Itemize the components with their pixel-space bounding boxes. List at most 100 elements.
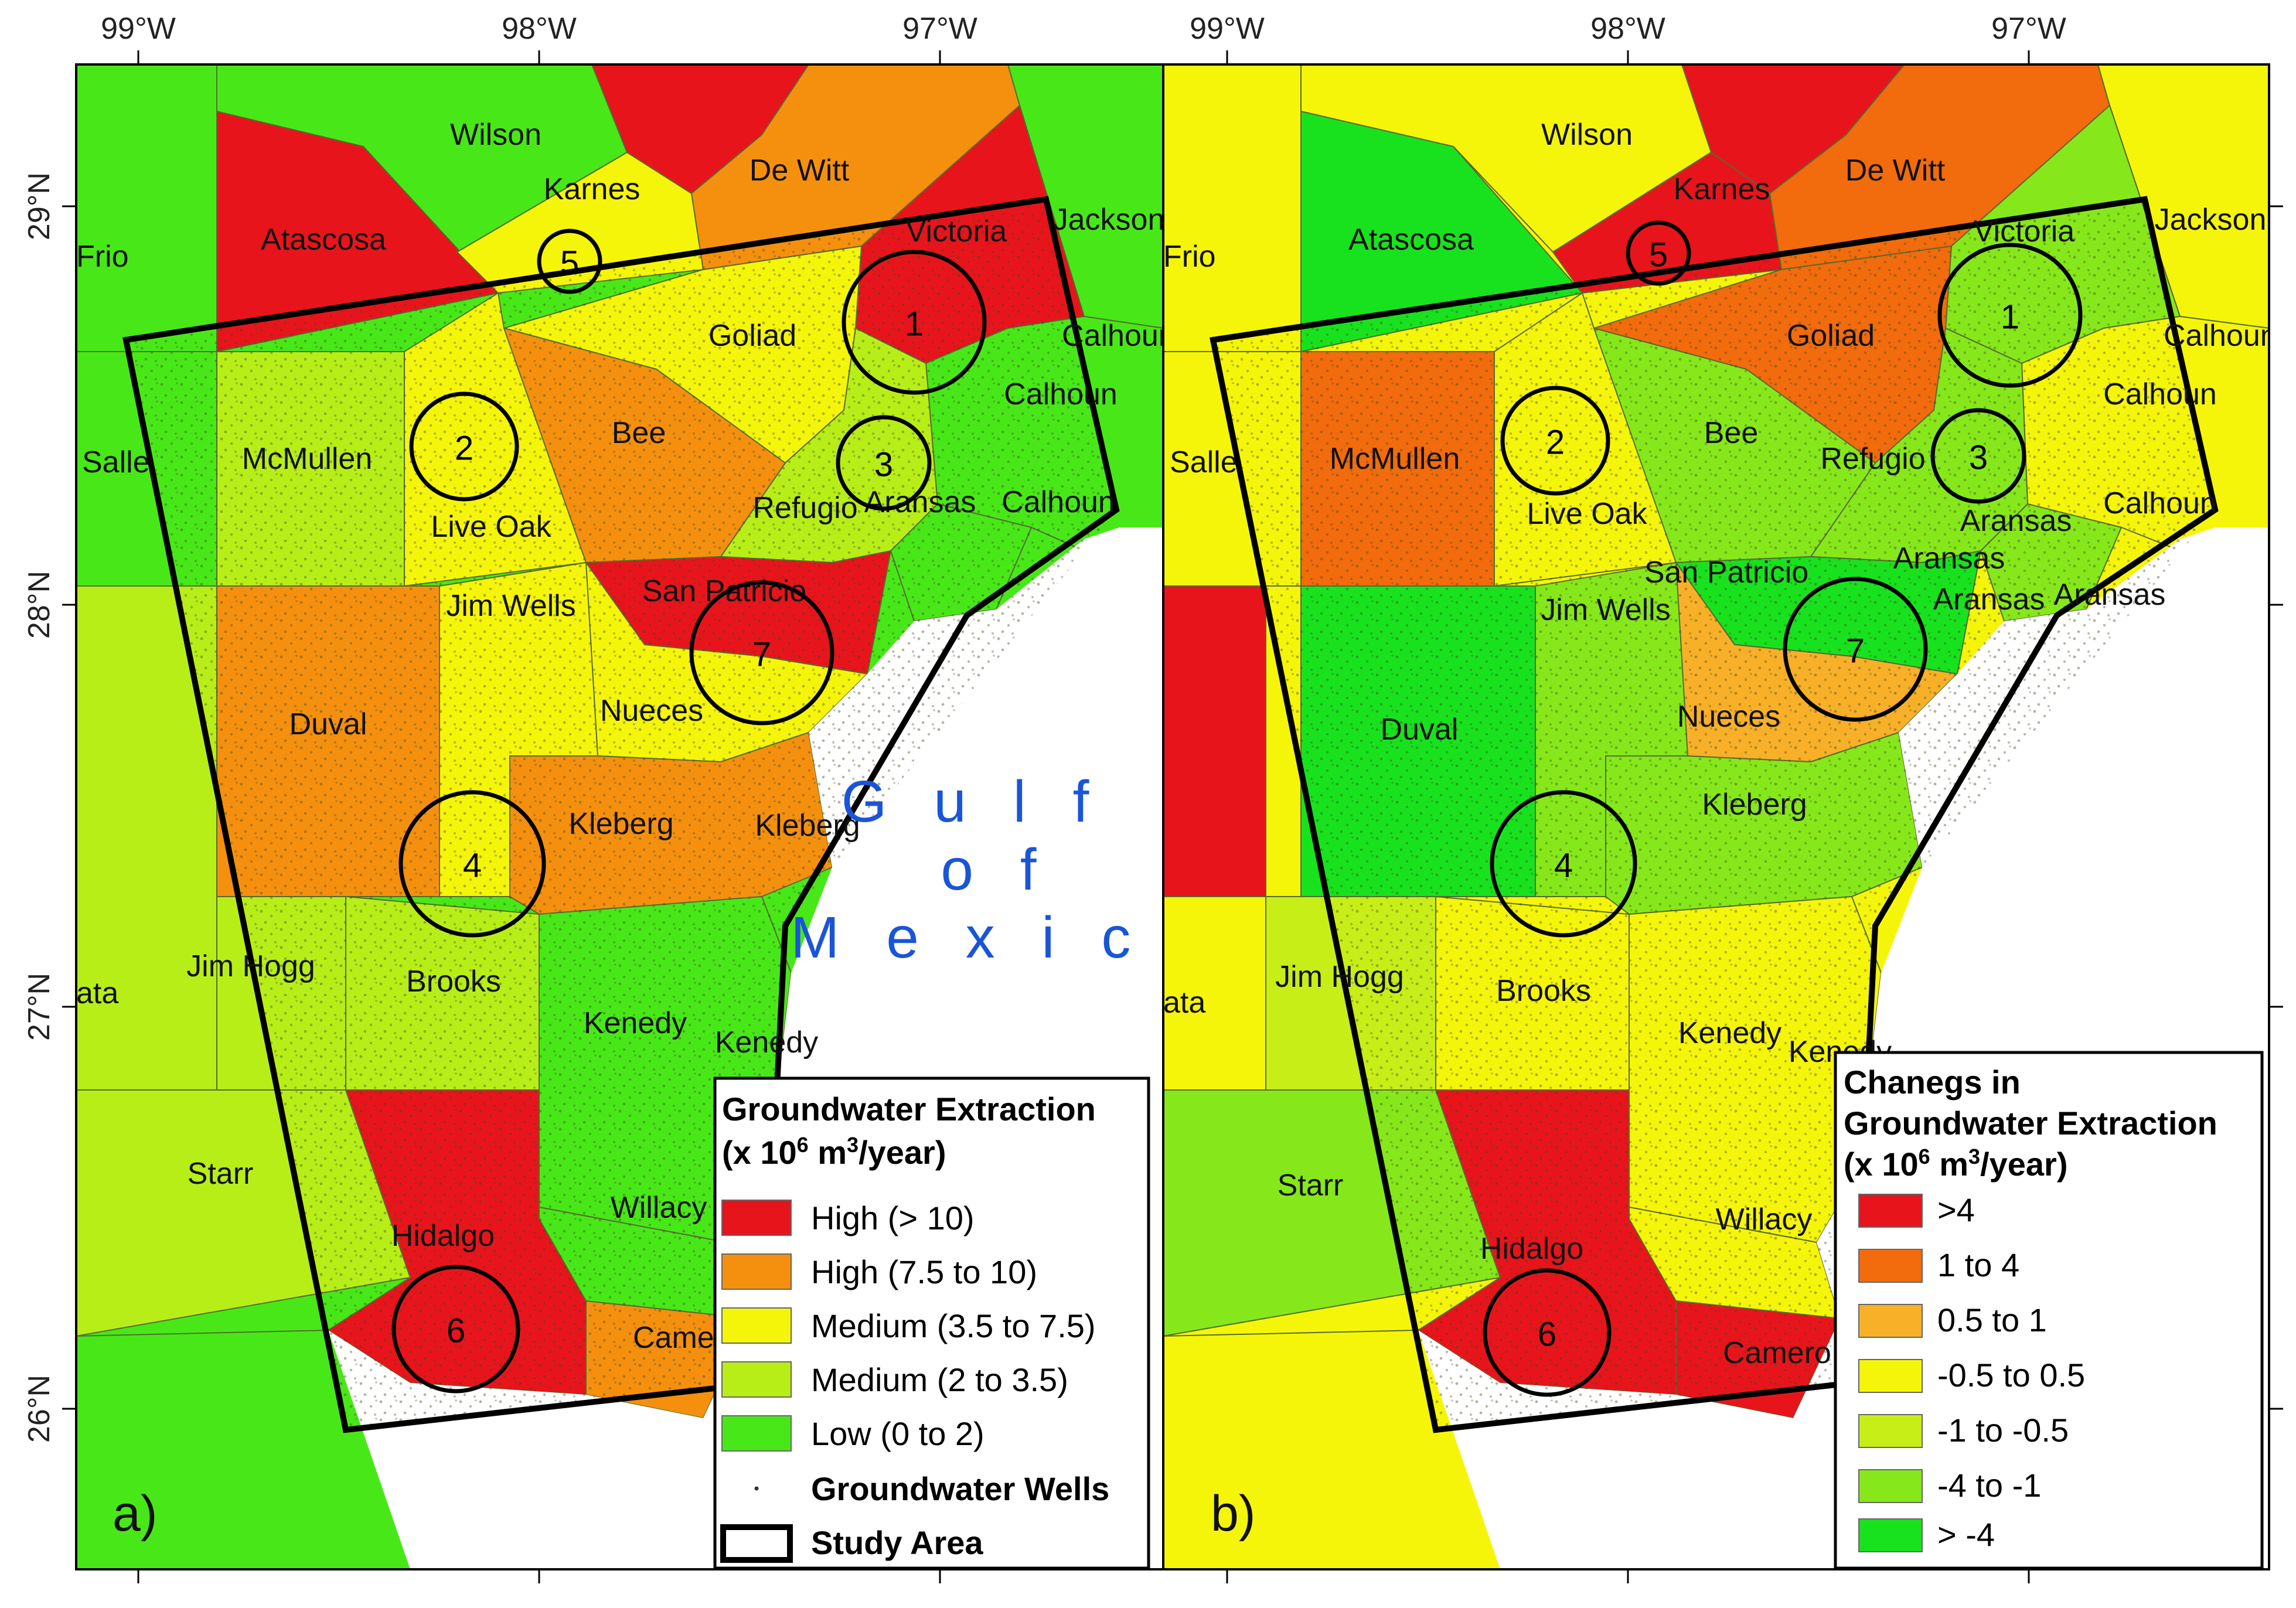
svg-text:4: 4 [463,847,482,885]
county-label: Karnes [544,172,641,206]
legend-a: Groundwater Extraction (x 106 m3/year) H… [713,1076,1150,1570]
legend-label: -4 to -1 [1937,1467,2041,1504]
hotspot-circle-1: 1 [842,250,987,395]
study-area-outline-b [1210,196,2219,1433]
county-label: Nueces [600,694,703,728]
lat-label: 29°N [22,172,56,240]
lon-label: 97°W [1991,12,2066,46]
county-label: Camero [1723,1336,1831,1370]
county-label: De Witt [750,154,850,188]
county-label: Aransas [1960,504,2072,538]
hotspot-circle-7: 7 [689,580,834,725]
county-label: Nueces [1677,700,1780,734]
legend-label: High (> 10) [811,1200,975,1236]
legend-swatch [1858,1518,1923,1552]
lon-label: 98°W [1590,12,1665,46]
legend-title-b: Chanegs in [1844,1064,2021,1101]
legend-title-a: Groundwater Extraction [722,1091,1096,1127]
county-label: Goliad [708,319,796,353]
legend-item-b: 0.5 to 1 [1858,1302,2047,1338]
county-label: McMullen [242,442,373,476]
county-label: Jim Hogg [186,949,315,983]
county-label: De Witt [1845,154,1946,188]
legend-swatch [1858,1249,1923,1283]
legend-swatch [721,1200,792,1236]
county-label: Starr [1278,1168,1344,1202]
county-label: Wilson [1541,118,1633,152]
hotspot-circle-4: 4 [1490,790,1637,938]
study-area-outline-a [122,196,1120,1433]
svg-text:4: 4 [1554,847,1573,885]
svg-text:3: 3 [874,446,893,484]
map-frame-b [1162,63,2270,1570]
hotspot-circle-6: 6 [391,1265,520,1394]
lat-label: 28°N [22,571,56,639]
county-label: Brooks [1496,974,1591,1008]
county-label: Bee [612,416,666,450]
hotspot-circle-5: 5 [537,229,602,294]
svg-text:G u l f: G u l f [842,769,1105,834]
county-label: Atascosa [1348,223,1474,257]
county-label: Jim Wells [446,589,575,623]
legend-label: -0.5 to 0.5 [1937,1357,2085,1394]
legend-item-a: Low (0 to 2) [721,1415,985,1452]
legend-swatch [1858,1469,1923,1503]
county-label: Salle [82,445,150,479]
county-label: Willacy [1716,1202,1813,1236]
legend-label: Low (0 to 2) [811,1415,985,1452]
county-label: Hidalgo [1480,1232,1583,1266]
county-label: Duval [289,707,367,741]
hotspot-circle-2: 2 [409,391,519,502]
legend-label: 0.5 to 1 [1937,1302,2047,1338]
legend-units-b: (x 106 m3/year) [1844,1144,2068,1183]
county-label: Brooks [406,965,501,999]
lat-label: 26°N [22,1375,56,1443]
legend-title-b-2: Groundwater Extraction [1844,1105,2217,1142]
legend-swatch [1858,1359,1923,1393]
county-label: Jim Hogg [1275,960,1404,994]
county-label: Refugio [752,491,857,525]
county-red-west-b [1163,585,1266,897]
legend-study-area-item: Study Area [720,1524,983,1563]
county-label: Salle [1170,445,1238,479]
svg-text:7: 7 [752,636,771,674]
county-label: Victoria [1974,214,2075,248]
lon-label: 99°W [101,12,176,46]
county-label: Victoria [906,214,1007,248]
legend-swatch [1858,1414,1923,1448]
panel-label-b: b) [1211,1486,1255,1542]
county-label: Willacy [611,1191,707,1225]
county-label: Starr [188,1157,254,1191]
legend-units-a: (x 106 m3/year) [722,1133,946,1171]
legend-label: -1 to -0.5 [1937,1412,2069,1449]
county-label: McMullen [1330,442,1460,476]
legend-item-a: Medium (2 to 3.5) [721,1361,1068,1398]
legend-label: > -4 [1937,1516,1995,1553]
legend-item-b: > -4 [1858,1516,1995,1553]
county-label: Goliad [1787,319,1875,353]
legend-swatch [721,1307,792,1344]
svg-text:1: 1 [905,305,924,343]
county-labels-a: Wilson Karnes De Witt Victoria Jackson A… [76,118,1165,1355]
hotspot-circle-6: 6 [1483,1268,1612,1397]
legend-item-b: 1 to 4 [1858,1246,2019,1283]
legend-b: Chanegs in Groundwater Extraction (x 106… [1834,1051,2264,1570]
legend-swatch [1858,1304,1923,1338]
county-label: Jackson [1053,203,1165,237]
legend-item-b: -1 to -0.5 [1858,1412,2069,1449]
legend-swatch [1858,1194,1923,1228]
svg-text:o f: o f [941,837,1051,902]
svg-text:M e x i c o: M e x i c o [791,905,1225,970]
hotspot-circle-1: 1 [1937,243,2083,388]
legend-item-a: Medium (3.5 to 7.5) [721,1307,1096,1344]
svg-text:3: 3 [1969,439,1988,477]
legend-label: Study Area [811,1524,983,1561]
county-label: Jim Wells [1541,593,1670,627]
county-labels-b: Wilson Karnes De Witt Victoria Jackson A… [1163,118,2269,1370]
legend-item-b: -0.5 to 0.5 [1858,1357,2085,1394]
county-northwest-b [1163,64,1302,352]
county-label: Calhoun [2103,486,2217,520]
legend-label: Medium (3.5 to 7.5) [811,1307,1096,1344]
hotspot-circle-4: 4 [398,790,546,938]
